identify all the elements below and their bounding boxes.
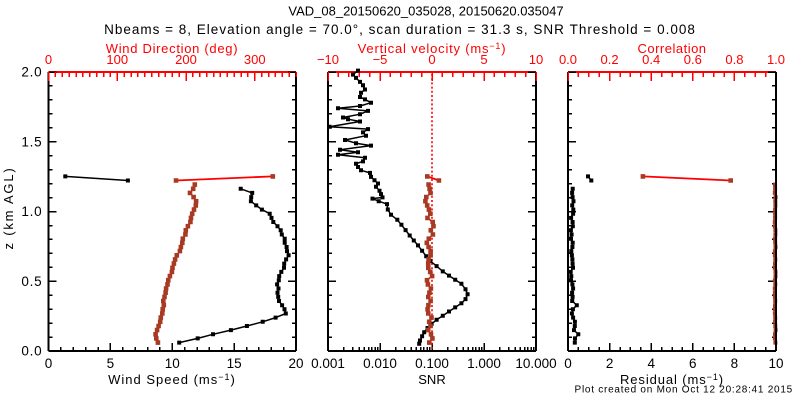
svg-text:0: 0 (45, 52, 52, 67)
svg-text:15: 15 (227, 356, 242, 371)
svg-text:z (km AGL): z (km AGL) (1, 166, 16, 249)
svg-text:VAD_08_20150620_035028, 201506: VAD_08_20150620_035028, 20150620.035047 (288, 4, 563, 19)
svg-text:0: 0 (45, 356, 53, 371)
svg-text:300: 300 (244, 52, 266, 67)
svg-text:0.8: 0.8 (725, 52, 743, 67)
svg-text:10: 10 (165, 356, 180, 371)
svg-text:100: 100 (106, 52, 128, 67)
svg-text:6: 6 (689, 356, 697, 371)
svg-text:SNR: SNR (418, 372, 445, 387)
svg-text:1.000: 1.000 (467, 356, 501, 371)
svg-text:Nbeams = 8, Elevation angle =: Nbeams = 8, Elevation angle = 70.0°, sca… (104, 22, 696, 37)
svg-text:0.4: 0.4 (642, 52, 660, 67)
svg-text:0.2: 0.2 (601, 52, 619, 67)
svg-text:1.5: 1.5 (21, 134, 42, 149)
svg-text:8: 8 (731, 356, 739, 371)
svg-text:0.010: 0.010 (363, 356, 397, 371)
svg-text:200: 200 (175, 52, 197, 67)
svg-text:0.0: 0.0 (559, 52, 577, 67)
svg-text:0: 0 (428, 52, 435, 67)
svg-text:4: 4 (647, 356, 655, 371)
svg-text:20: 20 (288, 356, 303, 371)
svg-text:Wind Speed (ms−1): Wind Speed (ms−1) (108, 372, 236, 387)
svg-text:0.100: 0.100 (415, 356, 449, 371)
svg-text:2.0: 2.0 (21, 65, 42, 80)
svg-text:Wind Direction (deg): Wind Direction (deg) (106, 41, 239, 56)
svg-text:2: 2 (606, 356, 614, 371)
svg-text:Correlation: Correlation (637, 41, 706, 56)
svg-text:Plot created on Mon Oct 12 20:: Plot created on Mon Oct 12 20:28:41 2015 (575, 385, 793, 396)
svg-text:0.001: 0.001 (311, 356, 345, 371)
svg-text:Vertical velocity (ms−1): Vertical velocity (ms−1) (358, 41, 507, 56)
svg-text:0.0: 0.0 (21, 344, 42, 359)
svg-text:10: 10 (529, 52, 543, 67)
svg-text:10.000: 10.000 (515, 356, 556, 371)
svg-text:−5: −5 (373, 52, 388, 67)
svg-text:1.0: 1.0 (21, 204, 42, 219)
svg-text:0.5: 0.5 (21, 274, 42, 289)
svg-text:0: 0 (564, 356, 572, 371)
svg-text:1.0: 1.0 (767, 52, 785, 67)
svg-text:Residual (ms−1): Residual (ms−1) (620, 372, 724, 387)
svg-text:5: 5 (480, 52, 487, 67)
svg-text:0.6: 0.6 (684, 52, 702, 67)
svg-text:5: 5 (107, 356, 115, 371)
svg-text:10: 10 (768, 356, 783, 371)
svg-text:−10: −10 (317, 52, 339, 67)
